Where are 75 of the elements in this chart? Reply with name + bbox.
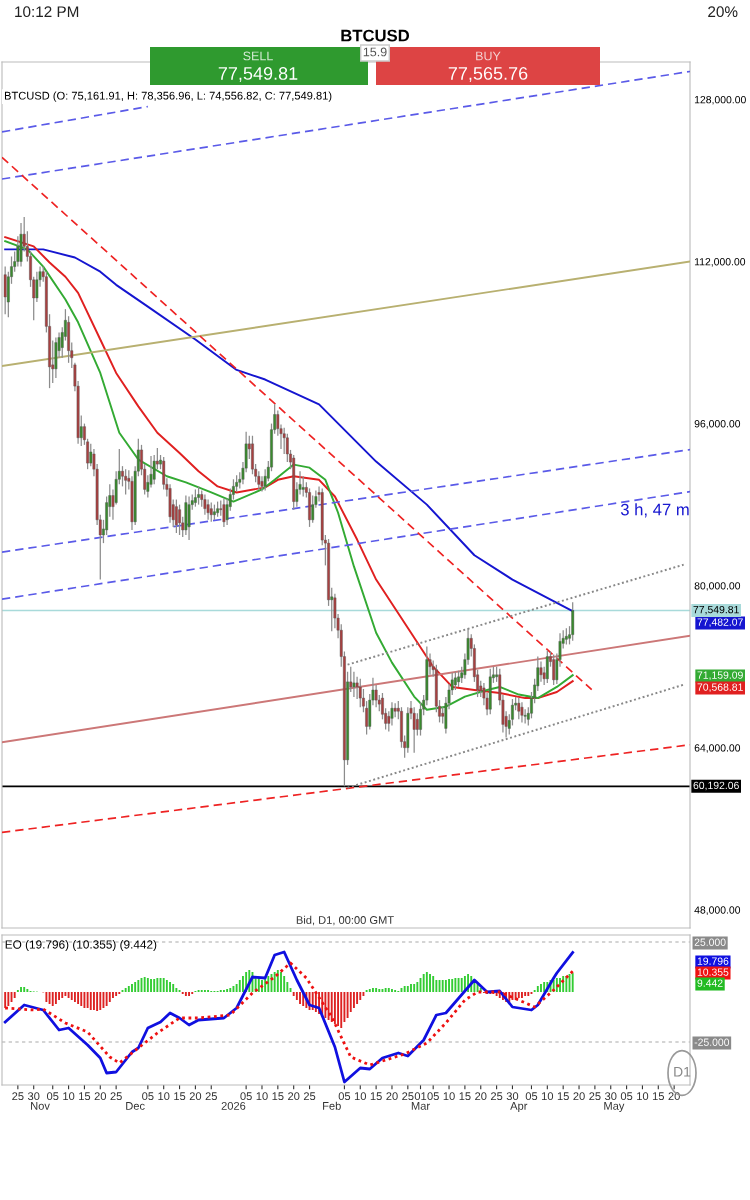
- x-tick-label: 25: [402, 1092, 414, 1101]
- ref-line-label: 60,192.06: [693, 781, 739, 791]
- x-tick-label: 25: [589, 1092, 601, 1101]
- y-tick-label: 128,000.00: [694, 95, 746, 105]
- x-tick-label: 10: [354, 1092, 367, 1101]
- x-tick-label: 20: [386, 1092, 398, 1101]
- x-tick-label: 25: [490, 1092, 503, 1101]
- x2-tick-label: Apr: [510, 1102, 528, 1113]
- x-tick-label: 10: [63, 1092, 75, 1101]
- x2-tick-label: Mar: [411, 1102, 430, 1110]
- text: 71,159.09: [697, 671, 743, 681]
- x-tick-label: 15: [79, 1092, 91, 1101]
- x-tick-label: 05: [620, 1092, 633, 1101]
- x-tick-label: 10: [542, 1092, 554, 1101]
- annotation: Bid, D1, 00:00 GMT: [296, 915, 394, 926]
- x-tick-label: 20: [189, 1092, 202, 1101]
- y-tick-label: 25.000: [694, 938, 726, 946]
- ref-line-label: 77,549.81: [693, 605, 739, 615]
- x-tick-label: 20: [573, 1092, 585, 1101]
- x-tick-label: 30: [604, 1092, 617, 1101]
- x-tick-label: 05: [46, 1092, 59, 1101]
- x-tick-label: 20: [668, 1092, 680, 1101]
- text: 20%: [708, 6, 738, 18]
- x-tick-label: 20: [94, 1092, 107, 1101]
- x-tick-label: 15: [459, 1092, 471, 1101]
- x-tick-label: 25: [110, 1092, 122, 1101]
- x-tick-label: 10: [256, 1092, 268, 1101]
- annotation: 3 h, 47 m: [620, 503, 689, 518]
- x-tick-label: 25: [12, 1092, 24, 1101]
- text: 10.355: [697, 968, 729, 976]
- annotation: 77,565.76: [448, 67, 528, 82]
- text: 77,482.07: [697, 618, 743, 628]
- chart-title: EO (19.796) (10.355) (9.442): [5, 940, 157, 951]
- x-tick-label: 15: [557, 1092, 569, 1101]
- text: BTCUSD (O: 75,161.91, H: 78,356.96, L: 74,556.82, C: 77,549.81): [4, 91, 332, 102]
- x-tick-label: 10: [637, 1092, 649, 1101]
- y-tick-label: 64,000.00: [694, 744, 741, 753]
- annotation: D1: [674, 1067, 691, 1077]
- x2-tick-label: 2026: [221, 1101, 246, 1110]
- x-tick-label: 20: [475, 1092, 487, 1101]
- x-tick-label: 05: [142, 1092, 154, 1101]
- x-tick-label: 30: [27, 1092, 40, 1101]
- y-tick-label: 112,000.00: [694, 258, 746, 267]
- x-tick-label: 25: [303, 1092, 316, 1101]
- x2-tick-label: Feb: [323, 1101, 341, 1110]
- x-tick-label: 15: [652, 1092, 665, 1101]
- x-tick-label: 15: [174, 1092, 186, 1101]
- x-tick-label: 01: [414, 1092, 427, 1101]
- x-tick-label: 20: [288, 1092, 300, 1101]
- x-tick-label: 15: [370, 1092, 382, 1101]
- x2-tick-label: Nov: [31, 1102, 50, 1110]
- x-tick-label: 25: [205, 1092, 217, 1101]
- x-tick-label: 05: [240, 1092, 252, 1101]
- y-tick-label: 48,000.00: [694, 906, 741, 915]
- x2-tick-label: May: [604, 1102, 625, 1113]
- text: 10:12 PM: [15, 6, 79, 18]
- x-tick-label: 05: [525, 1092, 538, 1101]
- text: BUY: [476, 51, 501, 61]
- y-tick-label: 96,000.00: [694, 420, 741, 429]
- text: 9.442: [697, 979, 723, 987]
- y-tick-label: 80,000.00: [694, 582, 741, 591]
- x-tick-label: 10: [443, 1092, 455, 1101]
- text: 19.796: [697, 957, 729, 965]
- text: 70,568.81: [697, 683, 743, 693]
- text: 15.9: [363, 47, 387, 57]
- text: SELL: [243, 51, 273, 61]
- chart-title: BTCUSD: [341, 29, 410, 42]
- x2-tick-label: Dec: [126, 1102, 145, 1110]
- x-tick-label: 15: [272, 1092, 284, 1101]
- annotation: 77,549.81: [218, 67, 298, 82]
- y-tick-label: -25.000: [694, 1038, 730, 1046]
- x-tick-label: 30: [506, 1092, 519, 1101]
- x-tick-label: 05: [338, 1092, 351, 1101]
- x-tick-label: 05: [427, 1092, 439, 1101]
- x-tick-label: 10: [158, 1092, 170, 1101]
